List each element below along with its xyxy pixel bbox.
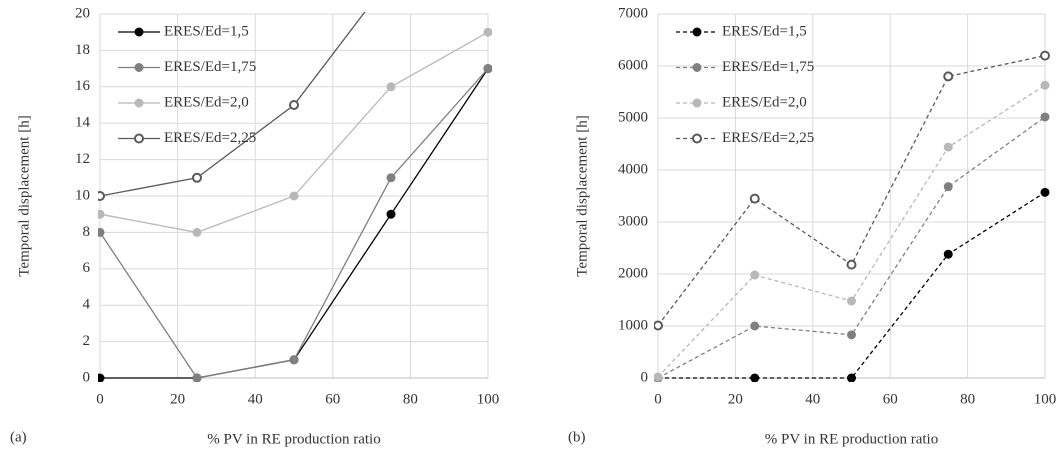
x-tick-label: 80 (960, 391, 975, 407)
data-point (289, 100, 299, 110)
data-point (386, 82, 396, 92)
legend-marker (692, 98, 702, 108)
x-tick-label: 100 (1034, 391, 1057, 407)
y-tick-label: 8 (83, 224, 91, 240)
legend-marker (692, 27, 702, 37)
data-point (943, 142, 953, 152)
x-tick-label: 60 (325, 391, 340, 407)
legend-marker (134, 98, 144, 108)
y-tick-label: 4000 (618, 161, 648, 177)
y-tick-label: 6 (83, 260, 91, 276)
data-point (192, 227, 202, 237)
x-tick-label: 80 (403, 391, 418, 407)
x-axis-label: % PV in RE production ratio (765, 431, 938, 447)
series-line (99, 31, 489, 234)
y-axis-label: Temporal displacement [h] (574, 115, 590, 276)
x-tick-label: 20 (728, 391, 743, 407)
legend-marker (134, 27, 144, 37)
data-point (847, 296, 856, 306)
legend-label: ERES/Ed=2,0 (722, 94, 807, 110)
legend-marker (692, 63, 702, 72)
x-tick-label: 0 (654, 391, 662, 407)
data-point (98, 227, 105, 237)
data-point (98, 191, 105, 201)
data-point (846, 259, 857, 270)
legend-label: ERES/Ed=1,5 (722, 23, 807, 39)
y-tick-label: 4 (83, 297, 91, 313)
y-tick-label: 6000 (618, 57, 648, 73)
y-tick-label: 5000 (618, 109, 648, 125)
series-line (657, 54, 1046, 326)
y-tick-label: 0 (641, 369, 649, 385)
legend-marker (692, 133, 702, 144)
data-point (943, 71, 954, 82)
x-tick-label: 20 (170, 391, 185, 407)
panel-label: (a) (10, 429, 27, 445)
x-tick-label: 40 (805, 391, 820, 407)
series-line (100, 68, 489, 379)
y-axis-label: Temporal displacement [h] (16, 115, 32, 276)
y-tick-label: 20 (75, 5, 90, 21)
data-point (1040, 112, 1050, 122)
y-tick-label: 16 (75, 78, 91, 94)
y-tick-label: 0 (83, 369, 91, 385)
y-tick-label: 12 (75, 151, 90, 167)
legend-label: ERES/Ed=1,75 (164, 59, 256, 75)
legend-label: ERES/Ed=2,25 (164, 130, 256, 146)
series-line (658, 191, 1046, 379)
data-point (483, 64, 492, 74)
data-point (847, 373, 856, 382)
legend-label: ERES/Ed=1,5 (164, 23, 249, 39)
data-point (1040, 50, 1050, 61)
data-point (749, 193, 760, 204)
data-point (654, 320, 663, 331)
data-point (1040, 187, 1050, 197)
x-axis-label: % PV in RE production ratio (207, 431, 380, 447)
y-tick-label: 1000 (618, 317, 648, 333)
legend-marker (134, 133, 144, 144)
x-tick-label: 0 (96, 391, 104, 407)
legend-marker (134, 63, 144, 72)
x-tick-label: 100 (477, 391, 500, 407)
y-tick-label: 7000 (618, 5, 648, 21)
data-point (483, 27, 492, 37)
x-tick-label: 60 (883, 391, 898, 407)
y-tick-label: 14 (75, 115, 91, 131)
panel-label: (b) (568, 429, 586, 445)
data-point (386, 173, 396, 183)
data-point (750, 373, 760, 382)
y-tick-label: 2000 (618, 265, 648, 281)
data-point (289, 191, 299, 201)
data-point (386, 209, 396, 219)
legend-label: ERES/Ed=1,75 (722, 59, 814, 75)
y-tick-label: 2 (83, 333, 91, 349)
y-tick-label: 3000 (618, 213, 648, 229)
x-tick-label: 40 (248, 391, 263, 407)
plot-area (654, 50, 1050, 382)
data-point (847, 330, 856, 340)
data-point (750, 321, 760, 331)
legend-label: ERES/Ed=2,0 (164, 94, 249, 110)
legend-label: ERES/Ed=2,25 (722, 130, 814, 146)
y-tick-label: 18 (75, 42, 90, 58)
data-point (654, 372, 663, 382)
series-line (99, 12, 366, 197)
data-point (943, 182, 953, 192)
data-point (192, 373, 202, 382)
data-point (943, 249, 953, 259)
series-line (99, 68, 489, 379)
data-point (750, 270, 760, 280)
plot-area (98, 12, 492, 382)
data-point (1040, 80, 1050, 90)
data-point (289, 355, 299, 365)
data-point (98, 209, 105, 219)
y-tick-label: 10 (75, 187, 90, 203)
data-point (192, 172, 202, 183)
data-point (98, 373, 105, 382)
